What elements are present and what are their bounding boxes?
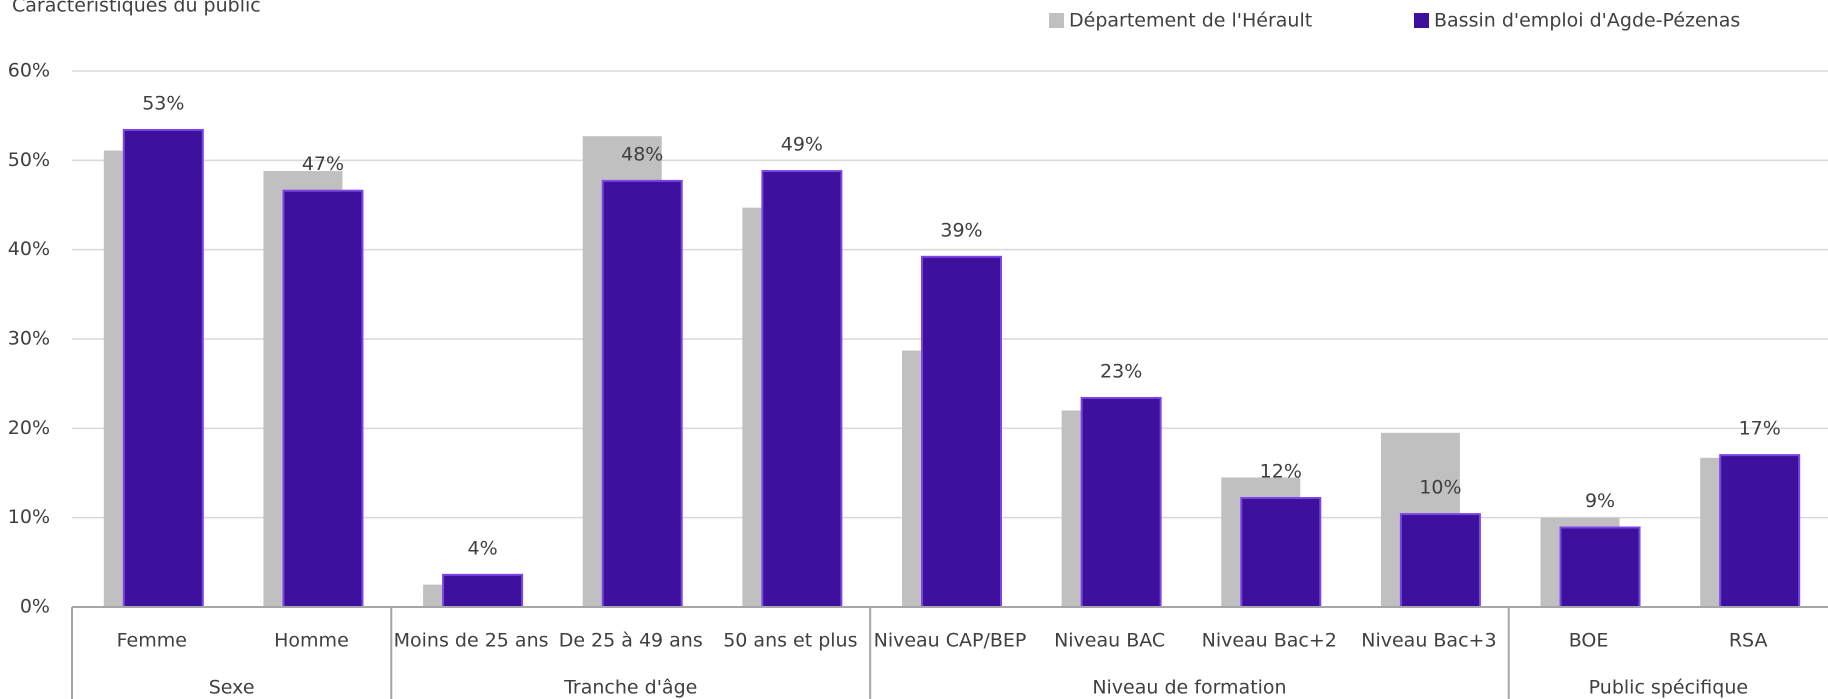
data-label: 53%: [142, 92, 184, 114]
legend-swatch: [1414, 13, 1429, 28]
group-label: Tranche d'âge: [563, 677, 697, 699]
bar: [1719, 454, 1801, 608]
data-label: 10%: [1419, 477, 1461, 499]
legend-swatch: [1049, 13, 1064, 28]
bar: [601, 179, 683, 608]
y-tick-label: 60%: [8, 60, 50, 82]
bar: [442, 573, 524, 609]
y-tick-label: 40%: [8, 238, 50, 260]
data-label: 23%: [1100, 360, 1142, 382]
x-tick-label: 50 ans et plus: [723, 630, 857, 652]
group-label: Public spécifique: [1589, 677, 1748, 699]
x-tick-label: Niveau Bac+2: [1202, 630, 1337, 652]
bar: [1080, 396, 1162, 608]
data-label: 39%: [940, 219, 982, 241]
y-tick-label: 20%: [8, 417, 50, 439]
bar: [921, 255, 1002, 608]
y-tick-label: 30%: [8, 328, 50, 350]
bar: [1399, 513, 1481, 608]
x-tick-label: Femme: [117, 630, 187, 652]
x-tick-label: Moins de 25 ans: [394, 630, 549, 652]
bar: [1559, 526, 1641, 609]
chart-title: Caractéristiques du public: [12, 0, 261, 17]
x-tick-label: Niveau CAP/BEP: [874, 630, 1027, 652]
x-tick-label: RSA: [1729, 630, 1768, 652]
x-tick-label: De 25 à 49 ans: [559, 630, 703, 652]
legend-label: Département de l'Hérault: [1069, 10, 1312, 32]
data-label: 17%: [1739, 418, 1781, 440]
bar: [282, 189, 364, 608]
legend-label: Bassin d'emploi d'Agde-Pézenas: [1434, 10, 1740, 32]
y-tick-label: 10%: [8, 506, 50, 528]
group-label: Sexe: [209, 677, 255, 699]
data-label: 4%: [468, 537, 498, 559]
data-label: 47%: [302, 153, 344, 175]
bar: [122, 128, 204, 609]
bar: [761, 170, 843, 608]
bar: [1240, 497, 1322, 608]
x-tick-label: Niveau Bac+3: [1361, 630, 1496, 652]
group-label: Niveau de formation: [1092, 677, 1286, 699]
y-tick-label: 50%: [8, 149, 50, 171]
x-tick-label: BOE: [1569, 630, 1609, 652]
y-tick-label: 0%: [20, 596, 50, 618]
x-tick-label: Homme: [274, 630, 349, 652]
data-label: 49%: [781, 134, 823, 156]
data-label: 48%: [621, 143, 663, 165]
data-label: 9%: [1585, 490, 1615, 512]
x-tick-label: Niveau BAC: [1054, 630, 1165, 652]
data-label: 12%: [1260, 461, 1302, 483]
